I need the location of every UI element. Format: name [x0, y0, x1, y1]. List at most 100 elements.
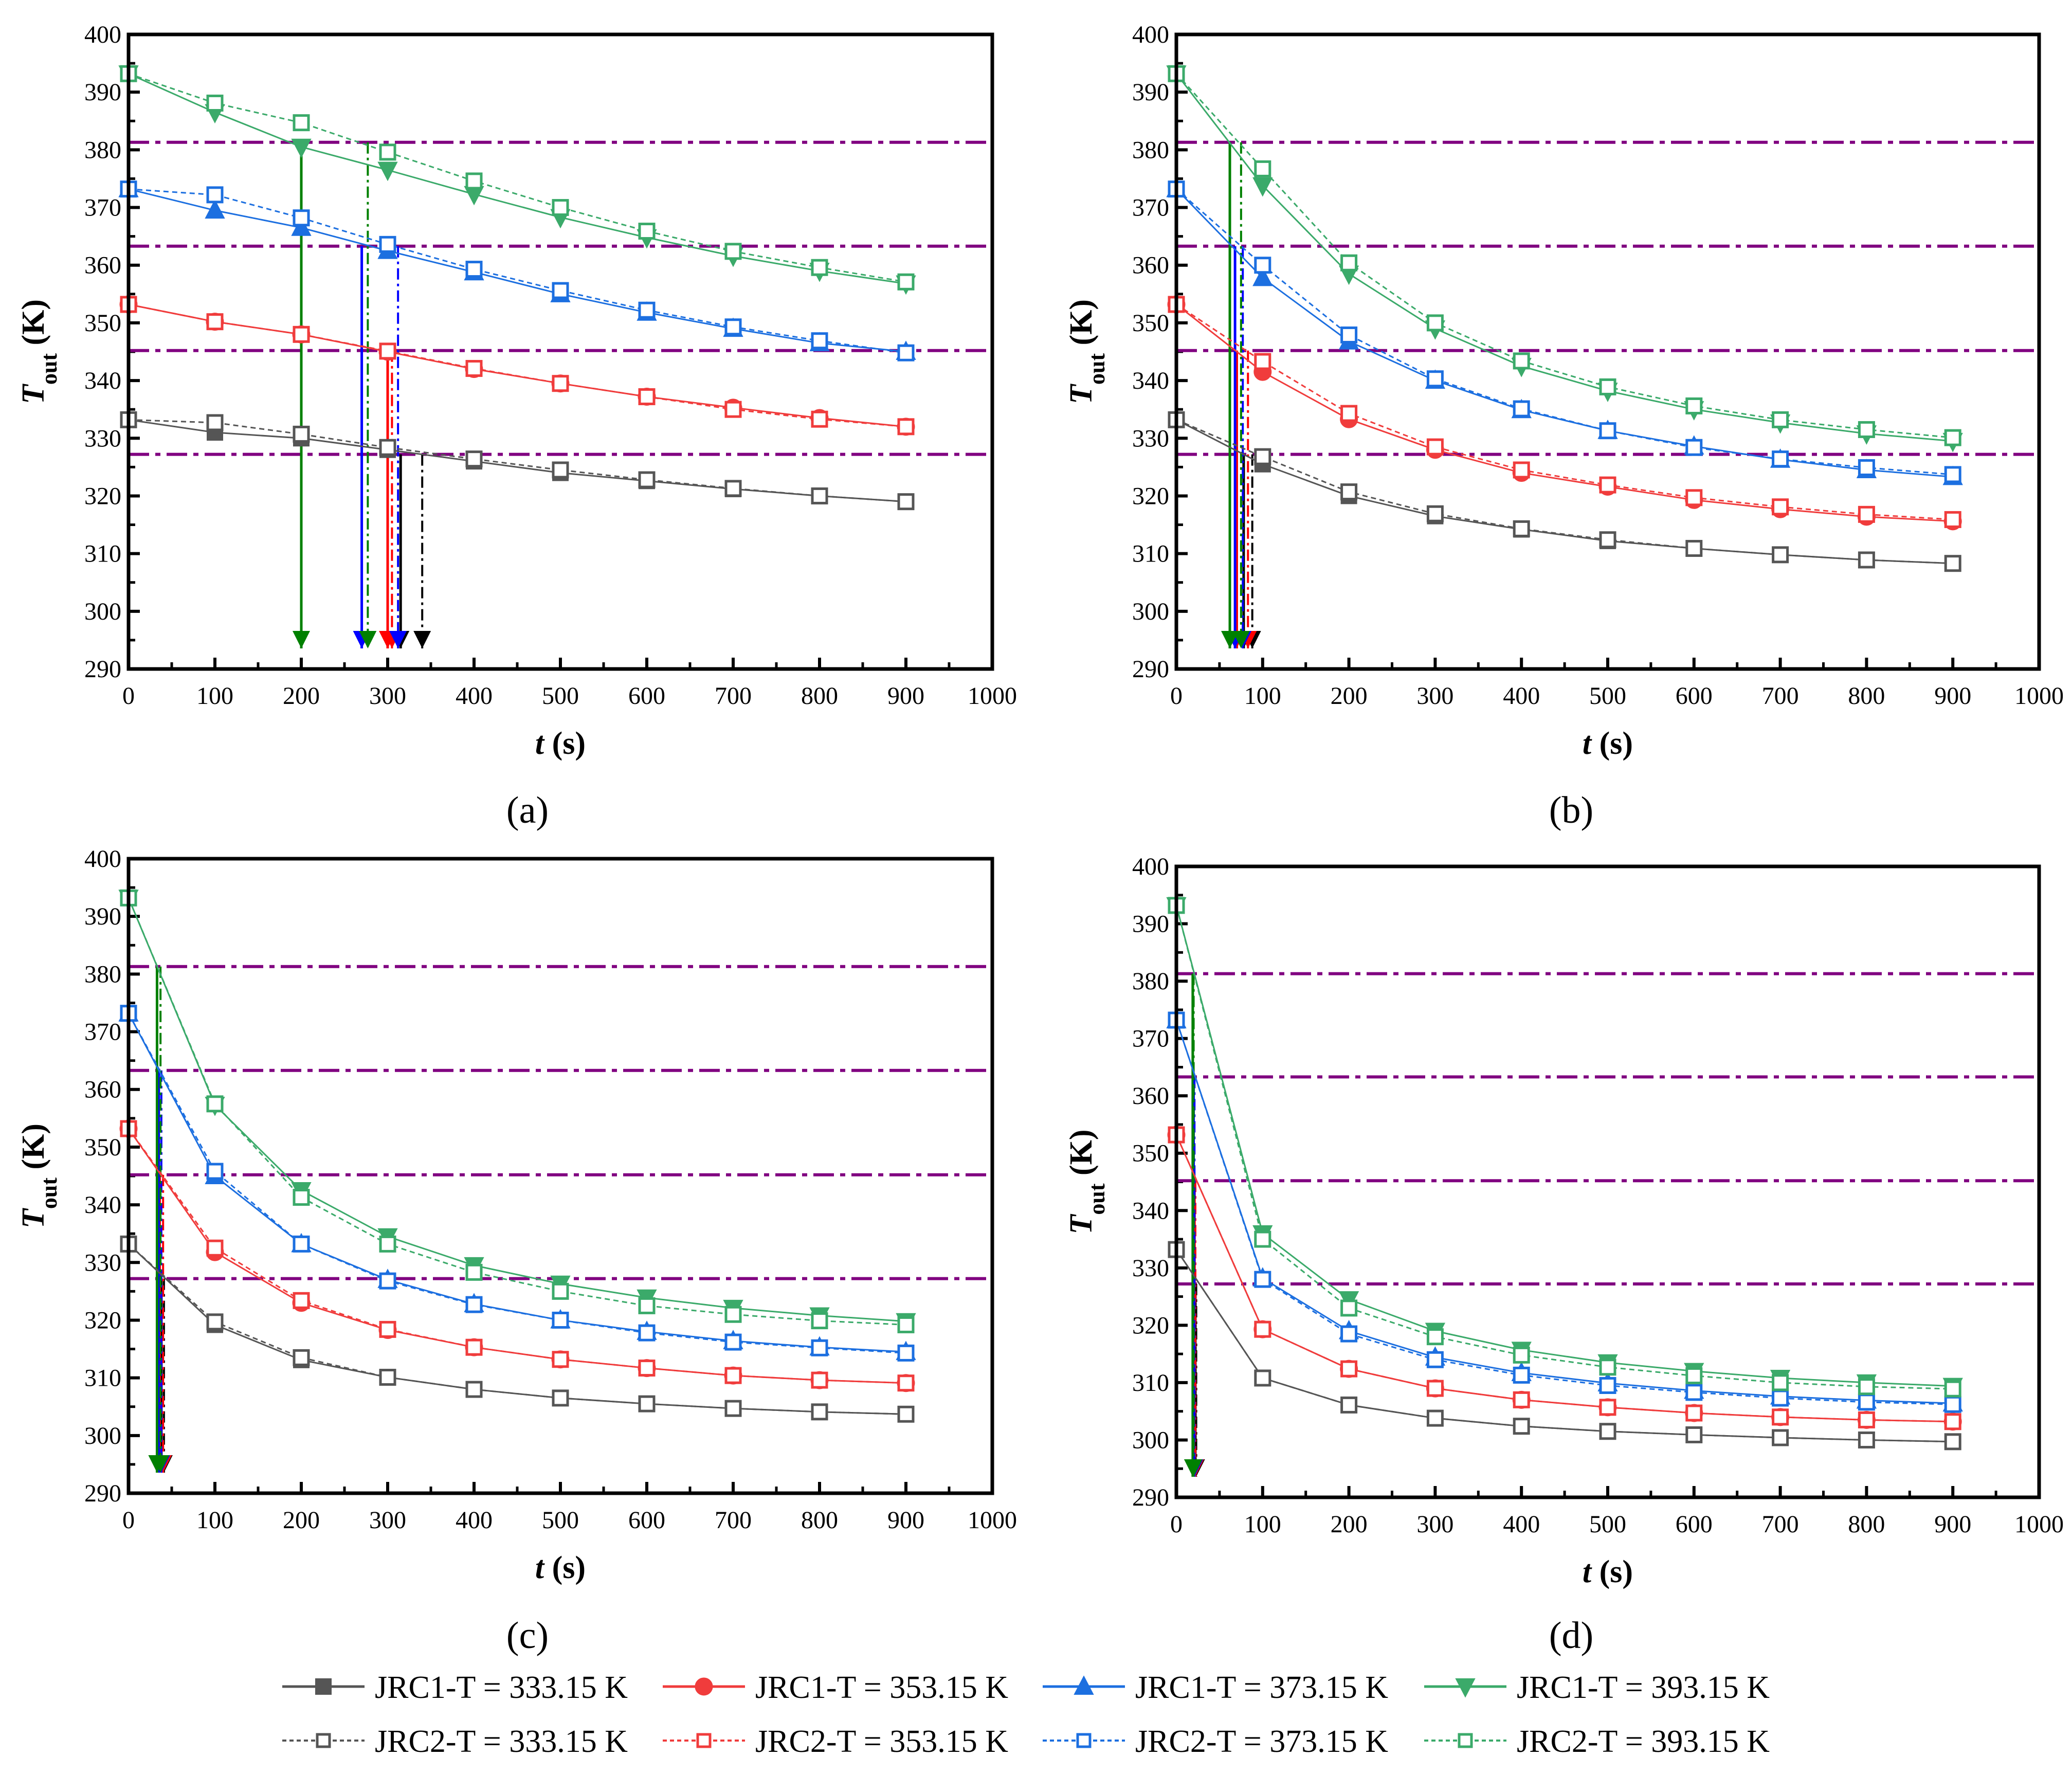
x-tick-label: 100	[1244, 682, 1281, 710]
series-jrc1-0	[120, 411, 914, 510]
series-jrc2-3	[120, 889, 915, 1333]
series-line	[128, 419, 906, 503]
data-point	[1599, 422, 1616, 440]
x-tick-label: 900	[887, 682, 924, 710]
x-axis-label-unit: (s)	[1591, 726, 1633, 761]
y-tick-label: 330	[84, 1249, 121, 1276]
y-tick-label: 380	[1132, 968, 1169, 995]
x-tick-label: 900	[1934, 1511, 1971, 1538]
series-jrc1-2	[1166, 1009, 1963, 1412]
x-axis-label: t (s)	[535, 1550, 586, 1585]
legend: JRC1-T = 333.15 K JRC1-T = 353.15 K JRC1-T…	[282, 1670, 1770, 1759]
y-tick-label: 400	[84, 845, 121, 873]
y-axis-label: Tout (K)	[1064, 299, 1110, 404]
x-tick-label: 400	[456, 682, 493, 710]
data-point	[897, 273, 915, 291]
data-point	[206, 186, 224, 204]
y-axis-label: Tout (K)	[1064, 1129, 1110, 1234]
data-point	[1254, 160, 1271, 177]
legend-marker	[1076, 1733, 1092, 1748]
data-point	[638, 388, 656, 406]
y-tick-label: 370	[1132, 194, 1169, 222]
series-line	[128, 73, 906, 283]
plot-frame	[1174, 32, 2041, 671]
data-point	[1599, 476, 1616, 494]
data-point	[1426, 370, 1444, 388]
y-tick-label: 380	[1132, 136, 1169, 164]
series-jrc2-1	[120, 1120, 915, 1392]
data-point	[379, 1369, 396, 1386]
data-point	[1772, 450, 1789, 468]
x-tick-label: 0	[122, 682, 135, 710]
series-jrc1-3	[118, 65, 916, 295]
legend-marker	[1074, 1675, 1094, 1695]
data-point	[1944, 429, 1961, 446]
series-jrc1-0	[1168, 411, 1961, 572]
y-axis-label-var: T	[1064, 384, 1099, 404]
series-jrc2-2	[1168, 1011, 1961, 1413]
data-point	[1772, 411, 1789, 428]
x-tick-label: 300	[369, 1507, 406, 1534]
data-point	[811, 332, 828, 350]
y-tick-label: 320	[84, 482, 121, 510]
data-point	[811, 410, 828, 428]
panel-b: 0 100 200 300 400 500 600 700 800 900 1000 290 300 31…	[1064, 21, 2064, 831]
y-tick-label: 330	[84, 425, 121, 452]
series-line	[1176, 419, 1953, 565]
x-tick-label: 800	[801, 682, 838, 710]
y-tick-label: 350	[84, 310, 121, 337]
data-point	[1254, 1230, 1271, 1248]
data-point	[1944, 1413, 1961, 1430]
data-point	[1254, 257, 1271, 274]
data-point	[1254, 1320, 1271, 1338]
y-tick-label: 340	[1132, 367, 1169, 394]
legend-marker	[695, 1677, 713, 1696]
data-point	[897, 1405, 915, 1423]
data-point	[1513, 461, 1530, 479]
data-point	[724, 243, 742, 260]
data-point	[1599, 1376, 1616, 1394]
plot-frame	[126, 857, 994, 1495]
data-point	[1772, 498, 1789, 516]
data-point	[1858, 421, 1875, 438]
legend-label: JRC2-T = 393.15 K	[1517, 1724, 1770, 1759]
data-point	[1254, 448, 1271, 465]
data-point	[811, 1371, 828, 1389]
x-tick-label: 500	[542, 1507, 579, 1534]
data-point	[1340, 254, 1358, 271]
data-point	[1340, 326, 1358, 343]
data-point	[379, 236, 396, 253]
series-line	[1176, 419, 1953, 565]
data-point	[206, 1095, 224, 1113]
data-point	[1254, 353, 1271, 370]
series-line	[128, 188, 906, 353]
legend-item: JRC1-T = 373.15 K	[1043, 1670, 1388, 1705]
y-tick-label: 380	[84, 136, 121, 164]
x-tick-label: 700	[715, 682, 752, 710]
data-point	[811, 1339, 828, 1356]
data-point	[379, 143, 396, 161]
data-point	[1252, 266, 1273, 286]
data-point	[724, 401, 742, 418]
data-point	[1858, 1411, 1875, 1428]
data-point	[293, 209, 310, 227]
x-axis-label-unit: (s)	[544, 1550, 586, 1585]
data-point	[1513, 1391, 1530, 1408]
x-tick-label: 500	[1589, 1511, 1626, 1538]
data-point	[552, 1282, 569, 1300]
y-tick-label: 390	[84, 903, 121, 930]
x-tick-label: 500	[542, 682, 579, 710]
data-point	[379, 342, 396, 360]
panel-label: (a)	[506, 789, 549, 831]
legend-item: JRC2-T = 353.15 K	[663, 1724, 1008, 1759]
series-line	[128, 73, 906, 285]
series-line	[128, 303, 906, 428]
data-point	[552, 375, 569, 392]
legend-label: JRC1-T = 353.15 K	[755, 1670, 1008, 1705]
legend-label: JRC2-T = 373.15 K	[1135, 1724, 1388, 1759]
y-tick-label: 350	[84, 1134, 121, 1161]
data-point	[1513, 400, 1530, 418]
series-line	[1175, 1020, 1953, 1404]
data-point	[1685, 489, 1703, 506]
